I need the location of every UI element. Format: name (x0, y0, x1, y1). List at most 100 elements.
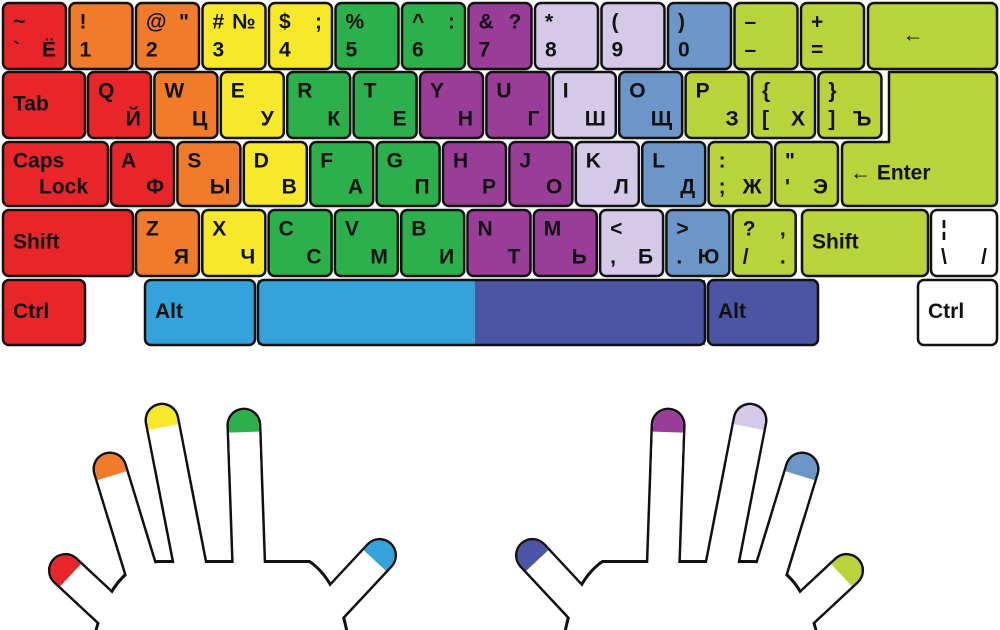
key (929, 208, 999, 278)
key-label-bottom: А (348, 176, 363, 199)
key-label-bottom: 7 (479, 39, 491, 62)
key (308, 140, 375, 208)
key (533, 1, 600, 71)
key (134, 208, 201, 278)
key-label-bottom: 8 (545, 39, 557, 62)
key-label-top: * (545, 11, 554, 34)
key-label-top: ? (509, 11, 522, 34)
key-label: Alt (155, 300, 183, 323)
key-label-top: @ (146, 11, 166, 34)
key-label-top: Y (430, 80, 444, 103)
key-label: Alt (718, 300, 746, 323)
key-label-top: G (387, 150, 403, 173)
key (86, 70, 153, 140)
key-label-bottom: Л (614, 176, 629, 199)
finger-body (726, 424, 764, 470)
palm (566, 563, 815, 630)
key (600, 1, 666, 71)
key-label: Tab (13, 93, 49, 116)
key (153, 70, 219, 140)
key (143, 278, 257, 347)
finger (146, 405, 231, 630)
key-label-bottom: . (676, 246, 682, 269)
hands (47, 402, 865, 630)
key-label-top: R (297, 80, 312, 103)
key-label-top: – (745, 11, 757, 34)
key-label-top: H (453, 150, 468, 173)
key-label-top: B (411, 218, 426, 241)
key (799, 1, 866, 71)
key (508, 140, 574, 208)
key-label-bottom: / (981, 246, 987, 269)
key (731, 208, 797, 278)
key (666, 1, 733, 71)
key (400, 1, 467, 71)
finger-body (60, 564, 111, 614)
key-label-top: : (719, 150, 726, 173)
key (1, 1, 68, 71)
key-label-bottom: ` (13, 39, 20, 62)
finger-body (651, 431, 683, 473)
key-label-top: ¦ (941, 218, 947, 241)
key-label-bottom: Ф (146, 176, 164, 199)
finger-body (773, 471, 815, 519)
key-label-bottom: И (439, 246, 454, 269)
key-label-bottom: Ы (210, 176, 231, 199)
key-label-top: % (346, 11, 365, 34)
key-label-top: , (780, 218, 786, 241)
key (1, 278, 87, 347)
palm (97, 563, 346, 630)
key-label-top: C (279, 218, 294, 241)
key-label-top: P (696, 80, 710, 103)
key-label-top: # (213, 11, 225, 34)
key-label-top: Q (98, 80, 114, 103)
key (1, 208, 135, 278)
key-label-bottom: Ж (742, 176, 763, 199)
key-label-top: M (544, 218, 562, 241)
key-label-top: { (762, 80, 770, 103)
key (532, 208, 599, 278)
key (866, 1, 999, 71)
key-label-bottom: Ш (585, 108, 606, 131)
key-label-top: O (629, 80, 645, 103)
key-label-bottom: Р (482, 176, 496, 199)
key-label-bottom: Т (508, 246, 521, 269)
key-label-top: F (320, 150, 333, 173)
key-label-top: U (496, 80, 511, 103)
key (467, 1, 533, 71)
key (706, 278, 820, 347)
finger-body (526, 550, 576, 601)
key-label-top: $ (279, 11, 291, 34)
key (551, 70, 618, 140)
key (916, 278, 999, 347)
key (285, 70, 352, 140)
key-label-top: ? (743, 218, 756, 241)
key (800, 208, 930, 278)
key (352, 70, 418, 140)
key-label-bottom: Г (527, 108, 539, 131)
key-label-top: V (345, 218, 359, 241)
key-label-top: X (212, 218, 226, 241)
key (707, 140, 773, 208)
key-label-top: A (121, 150, 136, 173)
key (219, 70, 286, 140)
enter-key (840, 70, 999, 208)
key-label-top: W (164, 80, 184, 103)
key (399, 208, 466, 278)
key-label-bottom: Я (174, 246, 189, 269)
key (375, 140, 441, 208)
key (817, 70, 883, 140)
key-label-top: J (519, 150, 531, 173)
finger-body (336, 550, 386, 601)
key-label: Lock (39, 176, 88, 199)
key-label-top: T (364, 80, 377, 103)
key (750, 70, 817, 140)
key-label-bottom: . (780, 246, 786, 269)
key-label-bottom: Ё (42, 39, 56, 62)
key-label: Shift (812, 231, 859, 254)
key-label-top: S (187, 150, 201, 173)
key-label: ← Enter (850, 162, 931, 185)
key-label-top: + (811, 11, 823, 34)
key-label-bottom: 1 (80, 39, 92, 62)
finger-body (229, 431, 261, 473)
